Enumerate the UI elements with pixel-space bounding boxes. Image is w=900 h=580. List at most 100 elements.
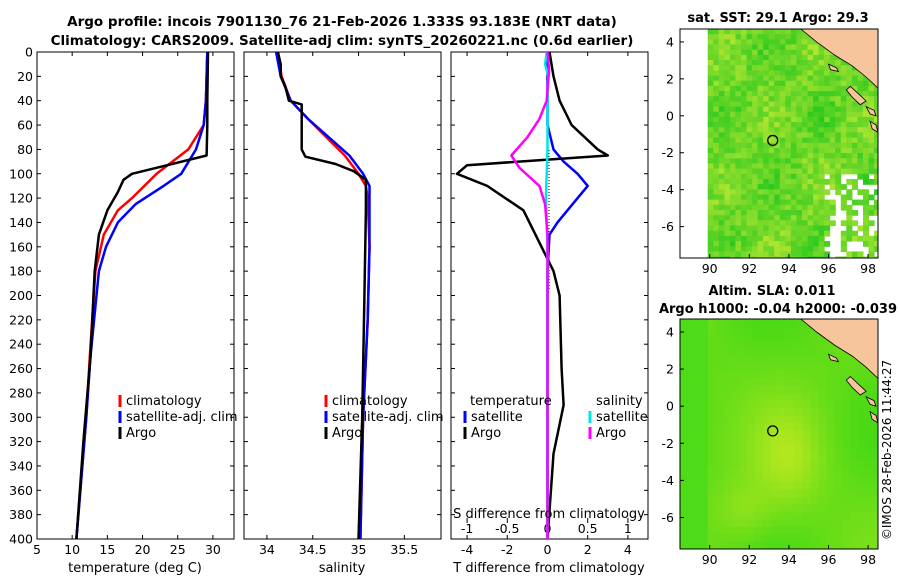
sst-cell [851,101,858,108]
sst-cell [707,96,714,102]
sst-cell [790,163,797,170]
sla-cell [786,415,796,424]
sst-cell [707,75,714,82]
sla-cell [715,460,725,469]
sla-cell [779,319,788,328]
sst-cell [735,225,742,232]
sla-cell [763,526,772,535]
sst-cell [752,246,759,252]
sla-cell [826,452,836,461]
sst-cell [807,75,814,82]
sla-cell [874,437,878,446]
sla-cell [818,445,828,454]
sst-cell [790,132,797,139]
sst-cell [746,101,753,108]
sst-cell [829,96,836,102]
x-tick-label: 0 [544,542,552,557]
sst-cell [713,132,720,139]
sst-cell [729,96,736,102]
sst-cell [796,39,803,46]
sst-cell [840,75,847,82]
sst-cell [757,158,764,165]
sst-cell [829,122,836,128]
sst-cell [774,65,781,71]
sst-cell [790,91,797,97]
sst-cell [774,111,781,118]
sst-cell [868,251,875,258]
sst-cell [846,116,853,123]
sla-cell [747,422,756,432]
sla-cell [739,460,749,469]
sla-cell [834,467,844,476]
x-tick-label: 30 [205,542,221,557]
sla-cell [866,385,875,394]
sla-cell [755,430,764,439]
sla-cell [707,452,717,461]
sla-cell [755,541,764,549]
sla-cell [834,541,844,549]
sst-cell [724,34,731,40]
sla-cell [739,541,749,549]
sst-cell [807,153,814,159]
sla-cell [826,393,836,402]
sla-cell [818,526,828,535]
sla-cell [834,452,844,461]
sla-cell [842,519,852,528]
sst-cell [796,91,803,97]
sla-cell [747,511,756,521]
sla-cell [826,534,836,543]
sla-cell [715,422,725,432]
sla-cell [850,370,859,380]
sla-cell [763,467,772,476]
sst-cell [774,215,781,221]
sst-cell [729,39,736,46]
sla-cell [779,385,788,394]
sst-cell [735,204,742,211]
sst-cell [763,230,770,237]
sla-cell [810,385,820,394]
sst-cell [829,132,836,139]
sst-cell [774,70,781,77]
sst-cell [829,91,836,97]
map-x-tick-label: 98 [860,261,876,276]
depth-axis: 0204060801001201401601802002202402602803… [9,45,234,547]
sst-cell [835,80,842,87]
sla-cell [715,333,725,342]
sla-cell [755,348,764,357]
sst-cell [846,220,853,227]
sla-cell [786,482,796,491]
sla-cell [715,526,725,535]
sst-cell [729,80,736,87]
sla-cell [739,482,749,491]
sst-cell [796,225,803,232]
sst-cell [802,168,809,175]
legend-label-climatology: climatology [126,394,202,409]
sst-cell [790,44,797,51]
sst-cell [741,127,748,133]
sla-cell [802,363,812,372]
sst-cell [713,122,720,128]
map-y-tick-label: 2 [666,362,674,377]
sla-cell [779,534,788,543]
sst-cell [707,132,714,139]
sst-cell [718,91,725,97]
sst-cell [813,235,820,242]
sst-cell [813,132,820,139]
sst-cell [818,106,825,113]
sst-cell [729,54,736,61]
sst-cell [707,235,714,242]
sla-cell [755,497,764,506]
sla-cell [747,363,756,372]
sla-cell [723,452,733,461]
sst-cell [768,75,775,82]
sst-cell [779,101,786,108]
sst-cell [752,34,759,40]
sst-cell [752,256,759,258]
sst-cell [718,132,725,139]
sst-cell [768,158,775,165]
sst-cell [790,29,797,35]
sst-cell [824,60,831,66]
sla-cell [826,497,836,506]
sst-cell [729,85,736,92]
